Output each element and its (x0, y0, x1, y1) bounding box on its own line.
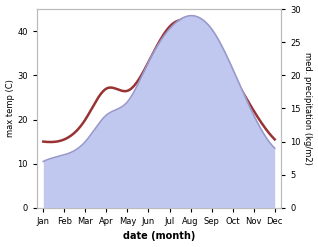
X-axis label: date (month): date (month) (123, 231, 195, 242)
Y-axis label: med. precipitation (kg/m2): med. precipitation (kg/m2) (303, 52, 313, 165)
Y-axis label: max temp (C): max temp (C) (5, 80, 15, 137)
